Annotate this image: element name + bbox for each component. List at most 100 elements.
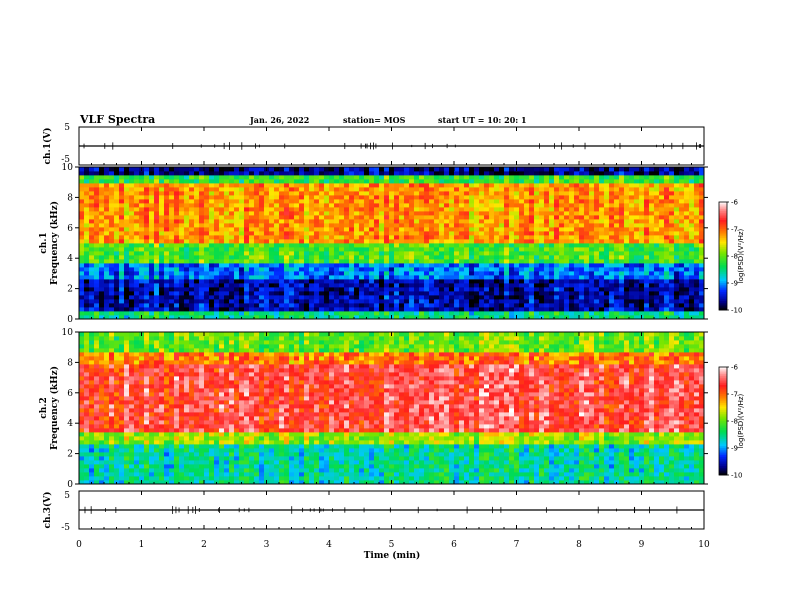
ch1-spectrogram-cell [184, 295, 190, 300]
ch1-spectrogram-cell [189, 227, 195, 232]
ch1-spectrogram-cell [484, 207, 490, 212]
ch1-spectrogram-cell [309, 167, 315, 172]
ch1-spectrogram-cell [619, 199, 625, 204]
ch1-spectrogram-cell [404, 251, 410, 256]
ch1-spectrogram-cell [359, 299, 365, 304]
ch1-spectrogram-cell [524, 283, 530, 288]
ch1-spectrogram-cell [579, 287, 585, 292]
ch1-spectrogram-cell [124, 183, 130, 188]
ch1-spectrogram-cell [469, 203, 475, 208]
ch1-spectrogram-cell [84, 243, 90, 248]
ch1-spectrogram-cell [674, 283, 680, 288]
ch1-spectrogram-cell [534, 215, 540, 220]
ch1-spectrogram-cell [224, 279, 230, 284]
ch1-spectrogram-cell [689, 299, 695, 304]
ch1-spectrogram-cell [84, 283, 90, 288]
ch1-spectrogram-cell [394, 259, 400, 264]
ch2-spectrogram-cell [79, 472, 85, 477]
ch1-spectrogram-cell [219, 191, 225, 196]
ch1-spectrogram-cell [234, 239, 240, 244]
ch1-spectrogram-cell [79, 247, 85, 252]
ch1-spectrogram-cell [89, 279, 95, 284]
ch1-spectrogram-cell [329, 203, 335, 208]
ch1-spectrogram-cell [309, 199, 315, 204]
ch1-spectrogram-cell [284, 291, 290, 296]
ch1-spectrogram-cell [374, 303, 380, 308]
ch1-spectrogram-cell [594, 299, 600, 304]
ch1-spectrogram-cell [624, 315, 630, 320]
ch1-spectrogram-cell [674, 287, 680, 292]
ch1-spectrogram-cell [474, 271, 480, 276]
ch1-spectrogram-cell [224, 167, 230, 172]
ch1-spectrogram-cell [84, 203, 90, 208]
ch1-spectrogram-cell [539, 283, 545, 288]
ch1-spectrogram-cell [664, 187, 670, 192]
ch1-spectrogram-cell [524, 167, 530, 172]
ch1-spectrogram-cell [319, 251, 325, 256]
ch1-spectrogram-cell [164, 195, 170, 200]
ch1-spectrogram-cell [414, 243, 420, 248]
ch1-spectrogram-cell [139, 311, 145, 316]
ch1-spectrogram-cell [444, 255, 450, 260]
ch1-spectrogram-cell [499, 175, 505, 180]
ch1-spectrogram-cell [149, 223, 155, 228]
ch1-spectrogram-cell [339, 247, 345, 252]
ch1-spectrogram-cell [304, 223, 310, 228]
ch1-spectrogram-cell [499, 167, 505, 172]
ch1-spectrogram-cell [509, 295, 515, 300]
ch1-spectrogram-cell [314, 275, 320, 280]
ch1-spectrogram-cell [314, 183, 320, 188]
ch1-spectrogram-cell [689, 291, 695, 296]
ch1-spectrogram-cell [339, 311, 345, 316]
ch1-spectrogram-cell [479, 303, 485, 308]
ch1-spectrogram-cell [144, 303, 150, 308]
ch1-spectrogram-cell [449, 191, 455, 196]
ch1-spectrogram-cell [199, 295, 205, 300]
ch1-spectrogram-cell [114, 251, 120, 256]
ch1-spectrogram-cell [529, 187, 535, 192]
ch1-spectrogram-cell [619, 187, 625, 192]
ch1-spectrogram-cell [144, 239, 150, 244]
ch1-spectrogram-cell [494, 227, 500, 232]
ch1-spectrogram-cell [594, 223, 600, 228]
ch1-spectrogram-cell [284, 271, 290, 276]
ch1-spectrogram-cell [514, 239, 520, 244]
ch1-spectrogram-cell [89, 267, 95, 272]
ch1-spectrogram-cell [284, 167, 290, 172]
ch1-spectrogram-cell [509, 231, 515, 236]
ch1-spectrogram-cell [694, 203, 700, 208]
ch1-spectrogram-cell [609, 175, 615, 180]
ch1-spectrogram-cell [294, 199, 300, 204]
ch1-spectrogram-cell [509, 195, 515, 200]
ch1-spectrogram-cell [614, 303, 620, 308]
ch1-spectrogram-cell [544, 243, 550, 248]
ch1-spectrogram-cell [104, 303, 110, 308]
ch1-spectrogram-cell [539, 275, 545, 280]
ch1-spectrogram-cell [204, 299, 210, 304]
ch1-spectrogram-cell [524, 215, 530, 220]
ch1-spectrogram-cell [519, 215, 525, 220]
ch1-spectrogram-cell [269, 311, 275, 316]
ch1-spectrogram-cell [624, 175, 630, 180]
ch1-spectrogram-cell [189, 243, 195, 248]
ch1-spectrogram-cell [139, 223, 145, 228]
ch1-spectrogram-cell [204, 231, 210, 236]
ch1-spectrogram-cell [99, 307, 105, 312]
ch1-spectrogram-cell [444, 199, 450, 204]
ch1-spectrogram-cell [654, 315, 660, 320]
ch1-spectrogram-cell [189, 171, 195, 176]
ch1-spectrogram-cell [544, 295, 550, 300]
ch1-spectrogram-cell [204, 247, 210, 252]
ch1-spectrogram-cell [279, 179, 285, 184]
ch1-spectrogram-cell [344, 311, 350, 316]
ch1-spectrogram-cell [424, 227, 430, 232]
ch1-spectrogram-cell [279, 303, 285, 308]
ch1-spectrogram-cell [669, 187, 675, 192]
ch1-spectrogram-cell [209, 239, 215, 244]
ch1-spectrogram-cell [624, 207, 630, 212]
ch1-spectrogram-cell [249, 187, 255, 192]
ch1-spectrogram-cell [514, 291, 520, 296]
ch1-spectrogram-cell [144, 259, 150, 264]
ch1-spectrogram-cell [369, 283, 375, 288]
ch1-spectrogram-cell [519, 275, 525, 280]
